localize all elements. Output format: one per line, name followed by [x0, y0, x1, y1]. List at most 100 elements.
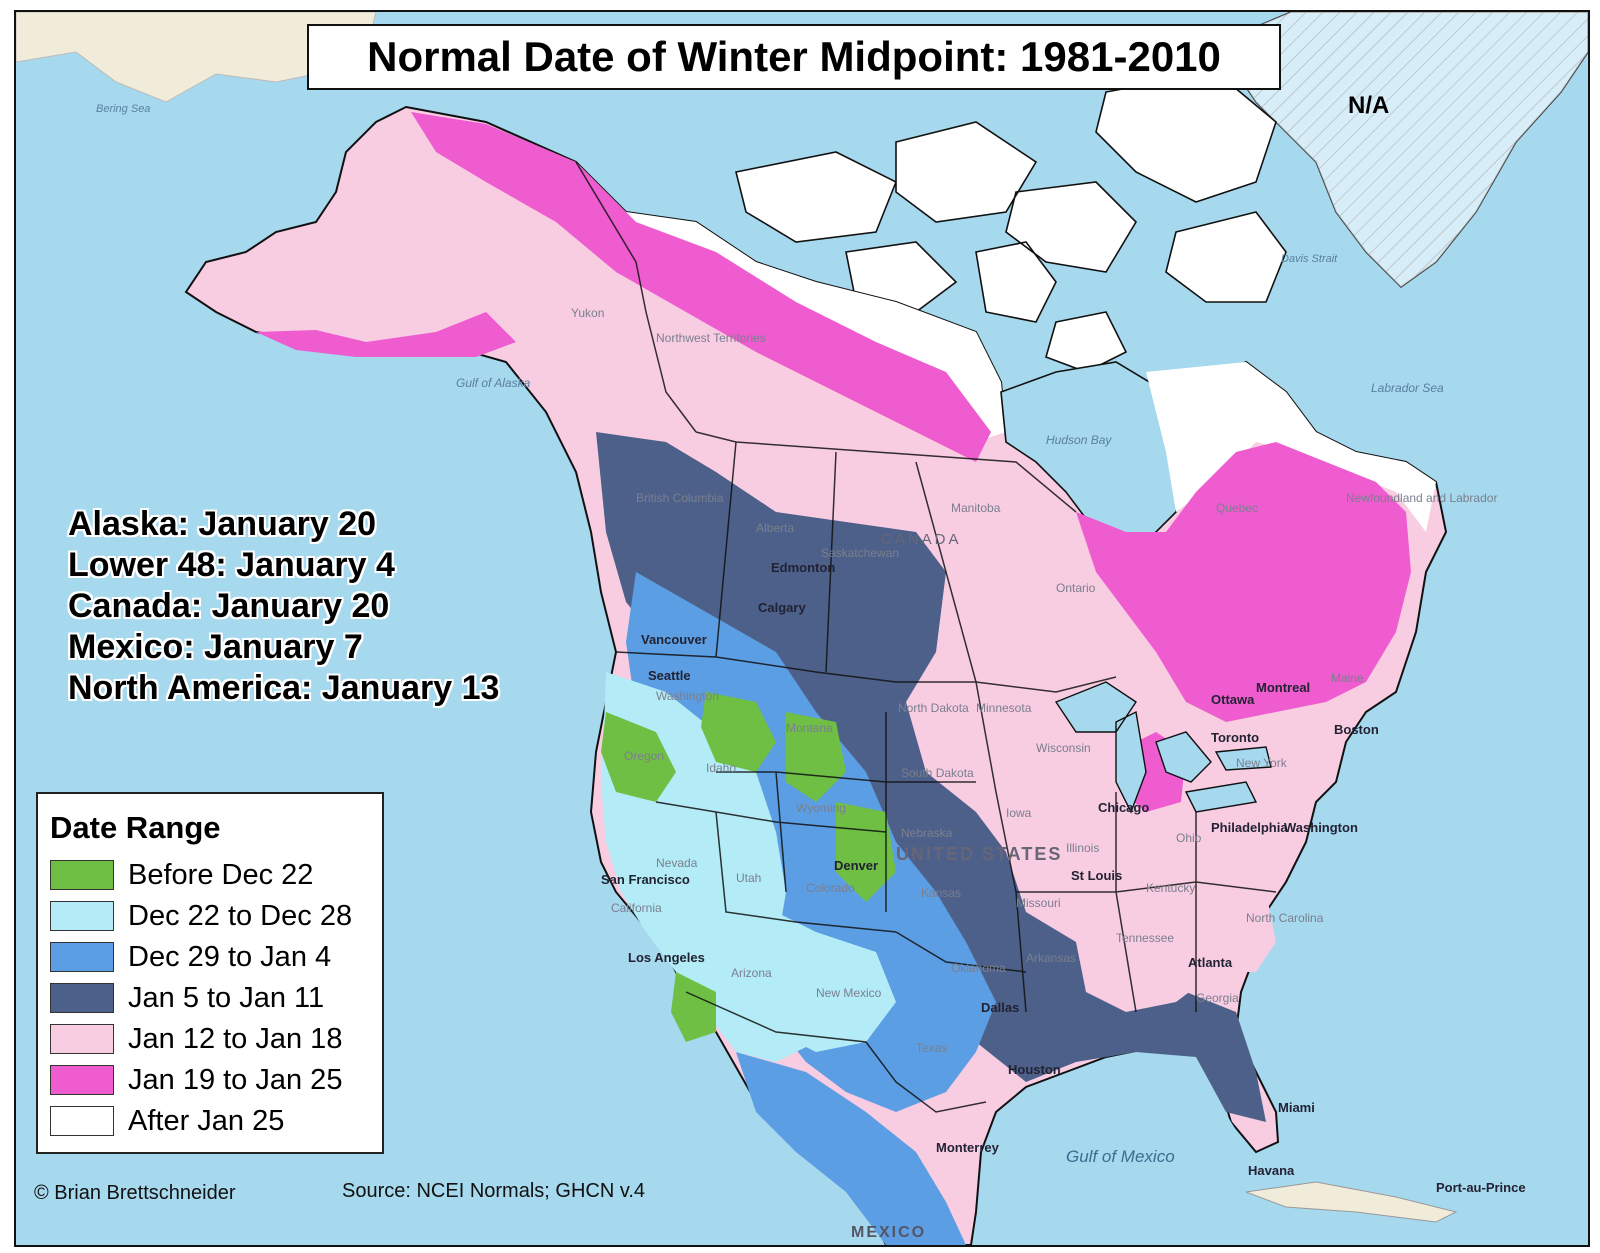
- southwest-dec22-28: [676, 892, 896, 1052]
- source: Source: NCEI Normals; GHCN v.4: [342, 1180, 646, 1202]
- legend-label: Before Dec 22: [128, 858, 314, 891]
- mexico-dec29-jan4: [736, 1052, 966, 1245]
- region-montana: Montana: [786, 721, 833, 735]
- colorado-green: [836, 802, 896, 902]
- label-gulf-alaska: Gulf of Alaska: [456, 376, 531, 390]
- region-ohio: Ohio: [1176, 831, 1202, 845]
- city-port-au-prince: Port-au-Prince: [1436, 1180, 1526, 1195]
- region-yukon: Yukon: [571, 306, 604, 320]
- region-washington: Washington: [656, 689, 719, 703]
- region-missouri: Missouri: [1016, 896, 1061, 910]
- boundaries: [575, 161, 1277, 1113]
- legend-swatch: [50, 860, 114, 890]
- region-iowa: Iowa: [1006, 806, 1032, 820]
- region-newfoundland: Newfoundland and Labrador: [1346, 491, 1497, 505]
- region-kentucky: Kentucky: [1146, 881, 1195, 895]
- legend-item: Dec 29 to Jan 4: [50, 940, 331, 974]
- quebec-band: [1076, 442, 1411, 722]
- legend-label: After Jan 25: [128, 1104, 285, 1137]
- label-davis: Davis Strait: [1281, 253, 1338, 265]
- legend-swatch: [50, 1106, 114, 1136]
- credit: © Brian Brettschneider: [34, 1182, 236, 1204]
- legend-item: Jan 12 to Jan 18: [50, 1022, 342, 1056]
- city-philadelphia: Philadelphia: [1211, 820, 1288, 835]
- region-tennessee: Tennessee: [1116, 931, 1174, 945]
- wyoming-green: [786, 712, 846, 802]
- city-labels: Edmonton Calgary Vancouver Seattle Denve…: [601, 560, 1526, 1195]
- region-idaho: Idaho: [706, 761, 736, 775]
- region-saskatchewan: Saskatchewan: [821, 546, 899, 560]
- map-title: Normal Date of Winter Midpoint: 1981-201…: [367, 33, 1221, 80]
- legend-label: Jan 5 to Jan 11: [128, 981, 325, 1014]
- summary-stats: Alaska: January 20 Lower 48: January 4 C…: [68, 504, 499, 709]
- label-canada: CANADA: [881, 531, 962, 548]
- map-frame: Hudson Bay Gulf of Alaska Bering Sea Lab…: [14, 10, 1590, 1247]
- legend-title: Date Range: [50, 810, 221, 845]
- region-manitoba: Manitoba: [951, 501, 1001, 515]
- city-denver: Denver: [834, 858, 878, 873]
- label-us: UNITED STATES: [896, 844, 1062, 864]
- region-maine: Maine: [1331, 671, 1364, 685]
- legend-item: Before Dec 22: [50, 858, 313, 892]
- legend-label: Jan 19 to Jan 25: [128, 1063, 343, 1096]
- region-colorado: Colorado: [806, 881, 855, 895]
- region-alberta: Alberta: [756, 521, 794, 535]
- city-vancouver: Vancouver: [641, 632, 707, 647]
- stat-lower-48: Lower 48: January 4: [68, 546, 395, 584]
- legend-label: Dec 29 to Jan 4: [128, 940, 332, 973]
- city-edmonton: Edmonton: [771, 560, 835, 575]
- region-wisconsin: Wisconsin: [1036, 741, 1091, 755]
- alaska-north-slope-band: [411, 112, 991, 462]
- label-mexico: MEXICO: [851, 1224, 926, 1241]
- label-hudson-bay: Hudson Bay: [1046, 433, 1112, 447]
- city-los-angeles: Los Angeles: [628, 950, 705, 965]
- southeast-pink: [1076, 892, 1276, 1012]
- region-georgia: Georgia: [1196, 991, 1239, 1005]
- region-arkansas: Arkansas: [1026, 951, 1076, 965]
- city-atlanta: Atlanta: [1188, 955, 1233, 970]
- stat-canada: Canada: January 20: [68, 587, 390, 625]
- stat-alaska: Alaska: January 20: [68, 505, 377, 543]
- region-california: California: [611, 901, 662, 915]
- city-ottawa: Ottawa: [1211, 692, 1255, 707]
- legend-item: Jan 19 to Jan 25: [50, 1063, 342, 1097]
- region-arizona: Arizona: [731, 966, 772, 980]
- idaho-green: [701, 692, 776, 772]
- gulf-of-mexico: [991, 1062, 1256, 1245]
- city-washington: Washington: [1284, 820, 1358, 835]
- region-nevada: Nevada: [656, 856, 698, 870]
- region-nwt: Northwest Territories: [656, 331, 766, 345]
- region-labels: Yukon Northwest Territories British Colu…: [571, 306, 1497, 1055]
- region-north-carolina: North Carolina: [1246, 911, 1324, 925]
- region-ontario: Ontario: [1056, 581, 1096, 595]
- region-bc: British Columbia: [636, 491, 724, 505]
- region-illinois: Illinois: [1066, 841, 1099, 855]
- legend-swatch: [50, 983, 114, 1013]
- stat-north-america: North America: January 13: [68, 669, 500, 707]
- region-kansas: Kansas: [921, 886, 961, 900]
- label-bering: Bering Sea: [96, 103, 150, 115]
- city-san-francisco: San Francisco: [601, 872, 690, 887]
- legend-swatch: [50, 1024, 114, 1054]
- region-new-york: New York: [1236, 756, 1288, 770]
- label-labrador: Labrador Sea: [1371, 381, 1444, 395]
- region-minnesota: Minnesota: [976, 701, 1032, 715]
- alaska-coast-band: [256, 312, 516, 357]
- stat-mexico: Mexico: January 7: [68, 628, 363, 666]
- region-wyoming: Wyoming: [796, 801, 846, 815]
- map-labels: Hudson Bay Gulf of Alaska Bering Sea Lab…: [96, 103, 1444, 1241]
- legend-swatch: [50, 1065, 114, 1095]
- city-montreal: Montreal: [1256, 680, 1310, 695]
- legend-item: Jan 5 to Jan 11: [50, 981, 324, 1015]
- city-st-louis: St Louis: [1071, 868, 1122, 883]
- label-gulf-mexico: Gulf of Mexico: [1066, 1147, 1175, 1166]
- region-quebec: Quebec: [1216, 501, 1258, 515]
- legend-label: Jan 12 to Jan 18: [128, 1022, 343, 1055]
- ungava-after-jan25: [1146, 362, 1436, 532]
- city-houston: Houston: [1008, 1062, 1061, 1077]
- cuba: [1245, 1181, 1458, 1223]
- central-jan5-11: [596, 432, 1266, 1122]
- city-miami: Miami: [1278, 1100, 1315, 1115]
- city-chicago: Chicago: [1098, 800, 1149, 815]
- great-lakes: [1054, 681, 1272, 814]
